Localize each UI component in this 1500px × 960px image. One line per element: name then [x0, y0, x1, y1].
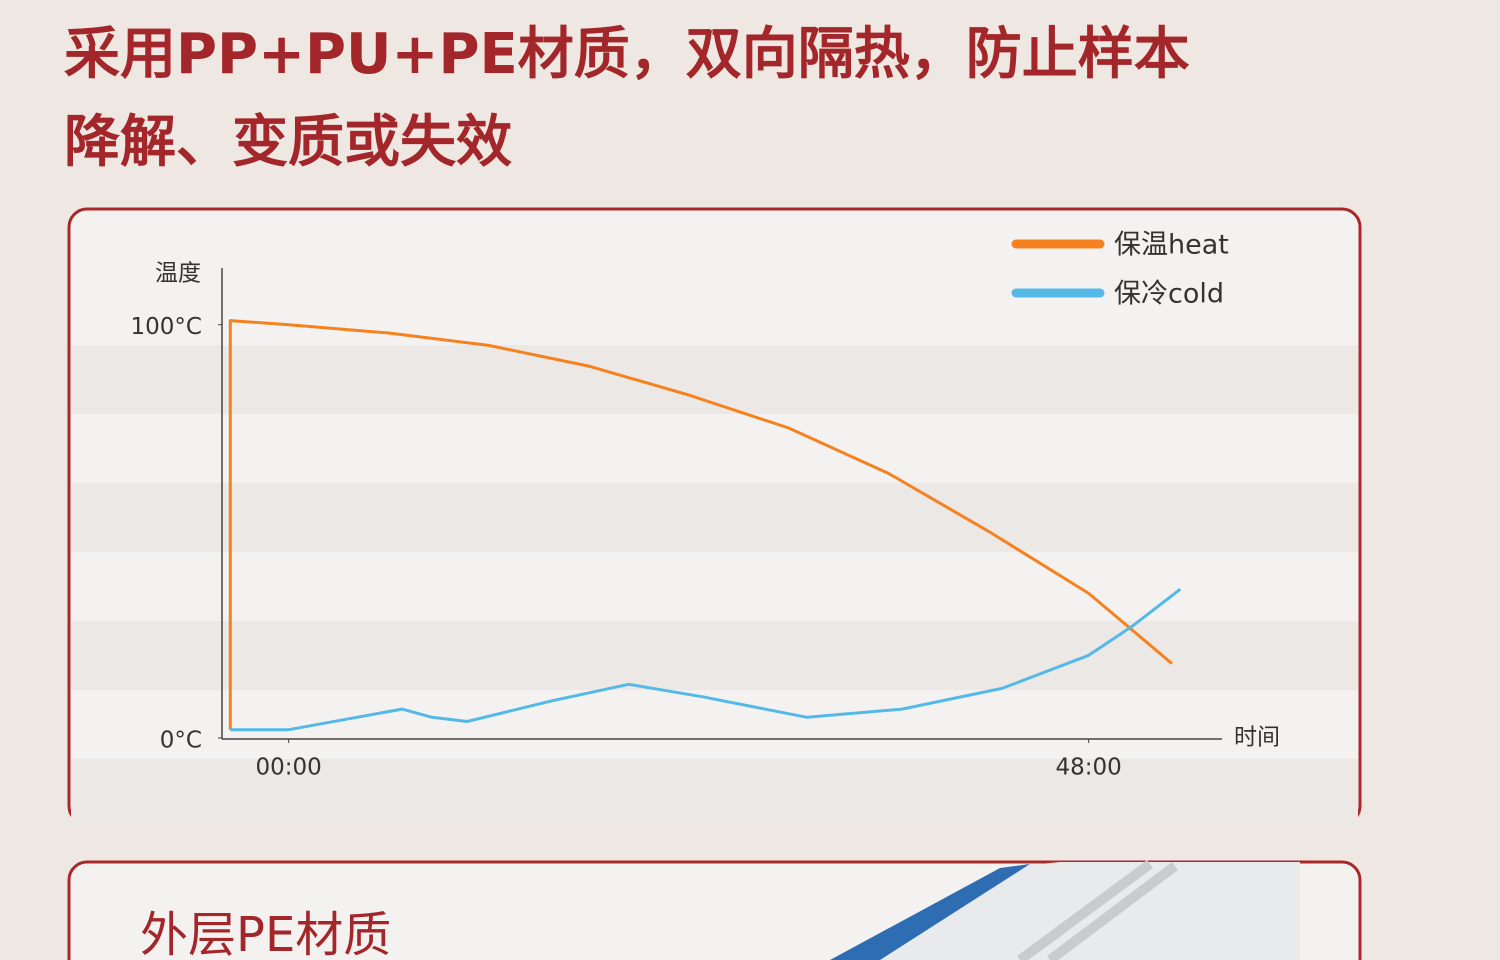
band [71, 621, 1358, 690]
series-line [228, 319, 1173, 730]
heading-line: 采用PP+PU+PE材质，双向隔热，防止样本 [64, 22, 1190, 87]
product-edge [830, 864, 1030, 960]
product-ridge [1017, 859, 1179, 960]
x-tick-label: 00:00 [256, 755, 322, 781]
band [71, 759, 1358, 828]
y-tick-label: 100°C [131, 314, 202, 340]
series-line [230, 588, 1182, 732]
band [71, 483, 1358, 552]
heading-line: 降解、变质或失效 [64, 110, 512, 175]
legend-label: 保冷cold [1114, 279, 1224, 310]
x-axis-label: 时间 [1234, 725, 1280, 751]
y-tick-label: 0°C [160, 728, 202, 754]
section-title: 外层PE材质 [140, 907, 391, 960]
legend-label: 保温heat [1114, 230, 1229, 261]
product-image [830, 862, 1300, 960]
y-axis-label: 温度 [155, 261, 201, 287]
x-tick-label: 48:00 [1056, 755, 1122, 781]
